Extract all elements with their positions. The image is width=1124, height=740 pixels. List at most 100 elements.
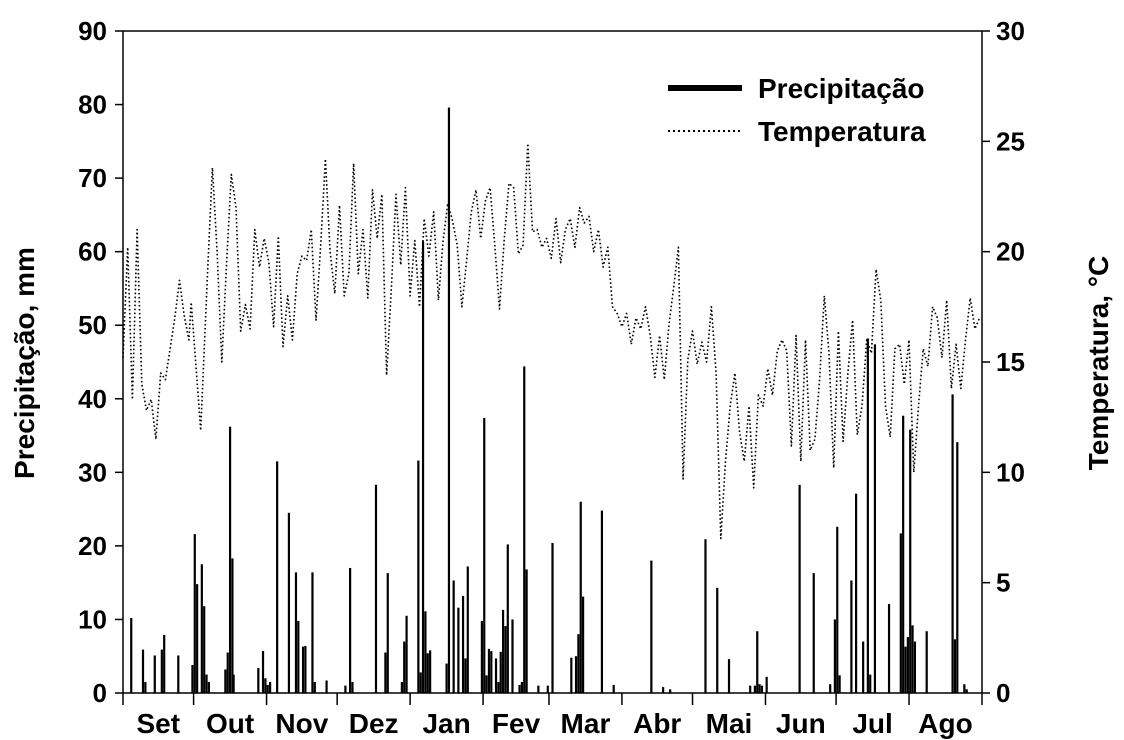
precipitation-bar xyxy=(141,649,145,693)
precipitation-bar xyxy=(264,678,267,693)
precipitation-bar xyxy=(904,646,907,693)
precipitation-bar xyxy=(490,651,493,693)
precipitation-bar xyxy=(466,566,469,693)
precipitation-bar xyxy=(600,510,604,693)
precipitation-bar xyxy=(297,620,300,693)
precipitation-bar xyxy=(838,675,841,693)
precipitation-bar xyxy=(200,564,203,693)
precipitation-bar xyxy=(765,676,768,693)
precipitation-bar xyxy=(232,674,235,693)
precipitation-bar xyxy=(153,655,156,693)
precipitation-bar xyxy=(506,544,509,693)
precipitation-bar xyxy=(833,619,837,693)
precipitation-bar xyxy=(873,344,877,693)
temperature-line xyxy=(122,142,981,540)
precipitation-bar xyxy=(551,542,554,693)
x-month-label: Jun xyxy=(776,708,826,739)
precipitation-bar xyxy=(384,652,387,693)
y-axis-left-title: Precipitação, mm xyxy=(9,247,40,479)
y-left-tick-label: 70 xyxy=(78,163,107,193)
precipitation-bar xyxy=(546,685,549,693)
precipitation-bar xyxy=(226,652,229,693)
y-left-tick-label: 20 xyxy=(78,531,107,561)
precipitation-bar xyxy=(511,619,514,693)
precipitation-bar xyxy=(405,615,408,693)
precipitation-bar xyxy=(906,637,909,693)
precipitation-bar xyxy=(570,657,573,693)
precipitation-bar xyxy=(424,611,427,693)
y-right-tick-label: 20 xyxy=(996,237,1025,267)
precipitation-bar xyxy=(287,512,291,693)
y-right-tick-label: 0 xyxy=(996,678,1010,708)
precipitation-bar xyxy=(854,493,858,693)
precipitation-bar xyxy=(727,659,731,693)
precipitation-bar xyxy=(452,580,455,693)
precipitation-bar xyxy=(956,442,959,693)
precipitation-bar xyxy=(798,484,801,693)
precipitation-bar xyxy=(224,669,227,693)
precipitation-bar xyxy=(869,674,872,693)
precipitation-bar xyxy=(419,672,422,693)
precipitation-bar xyxy=(351,681,354,693)
y-left-tick-label: 40 xyxy=(78,384,107,414)
precipitation-bar xyxy=(581,596,585,693)
x-month-label: Out xyxy=(206,708,254,739)
precipitation-bar xyxy=(537,685,540,693)
precipitation-bar xyxy=(461,595,465,693)
x-month-label: Mar xyxy=(561,708,611,739)
precipitation-bar xyxy=(231,558,234,693)
precipitation-bar xyxy=(480,620,483,693)
precipitation-bar xyxy=(400,681,403,693)
y-left-tick-label: 0 xyxy=(93,678,107,708)
x-month-label: Dez xyxy=(349,708,399,739)
legend-label-temperatura: Temperatura xyxy=(758,116,926,147)
precipitation-bar xyxy=(191,665,194,693)
precipitation-bar xyxy=(866,338,869,693)
precipitation-bar xyxy=(612,684,615,693)
precipitation-bar xyxy=(902,415,905,693)
precipitation-bar xyxy=(160,649,163,693)
precipitation-bar xyxy=(311,572,314,693)
precipitation-bar xyxy=(276,461,279,693)
y-axis-right-title: Temperatura, °C xyxy=(1083,256,1114,471)
precipitation-bar xyxy=(925,631,928,693)
precipitation-bar xyxy=(464,658,467,693)
precipitation-bar xyxy=(499,651,502,693)
x-month-label: Fev xyxy=(492,708,541,739)
precipitation-bar xyxy=(501,609,505,693)
precipitation-bar xyxy=(163,634,166,693)
temperature-series-line xyxy=(122,142,981,540)
precipitation-bar xyxy=(266,684,269,693)
precipitation-bar xyxy=(313,681,316,693)
precipitation-bar xyxy=(257,667,260,693)
precipitation-bar xyxy=(887,603,891,693)
precipitation-bar xyxy=(525,569,528,693)
precipitation-bar xyxy=(963,684,966,693)
y-left-tick-label: 80 xyxy=(78,90,107,120)
precipitation-bar xyxy=(203,606,206,693)
precipitation-bar xyxy=(574,656,578,693)
precipitation-bar xyxy=(325,680,328,693)
precipitation-bar xyxy=(386,573,389,693)
precipitation-bar xyxy=(494,658,498,693)
precipitation-bar xyxy=(520,681,524,693)
precipitation-bar xyxy=(374,484,378,693)
x-month-label: Jan xyxy=(422,708,470,739)
x-month-label: Mai xyxy=(706,708,753,739)
legend: Precipitação Temperatura xyxy=(668,73,926,147)
precipitation-bar xyxy=(301,646,305,693)
precipitation-bar xyxy=(669,689,672,693)
y-left-tick-label: 30 xyxy=(78,457,107,487)
precipitation-bar xyxy=(403,641,406,693)
precipitation-bar xyxy=(579,501,582,693)
precipitation-bar xyxy=(421,241,425,693)
precipitation-bar xyxy=(205,674,208,693)
precipitation-bar xyxy=(951,394,954,693)
precipitation-bar xyxy=(965,689,968,693)
precipitation-bar xyxy=(207,681,210,693)
precipitation-bar xyxy=(196,584,199,693)
precipitation-bar xyxy=(756,631,759,693)
precipitation-bar xyxy=(504,626,507,693)
precipitation-bar xyxy=(344,685,347,693)
